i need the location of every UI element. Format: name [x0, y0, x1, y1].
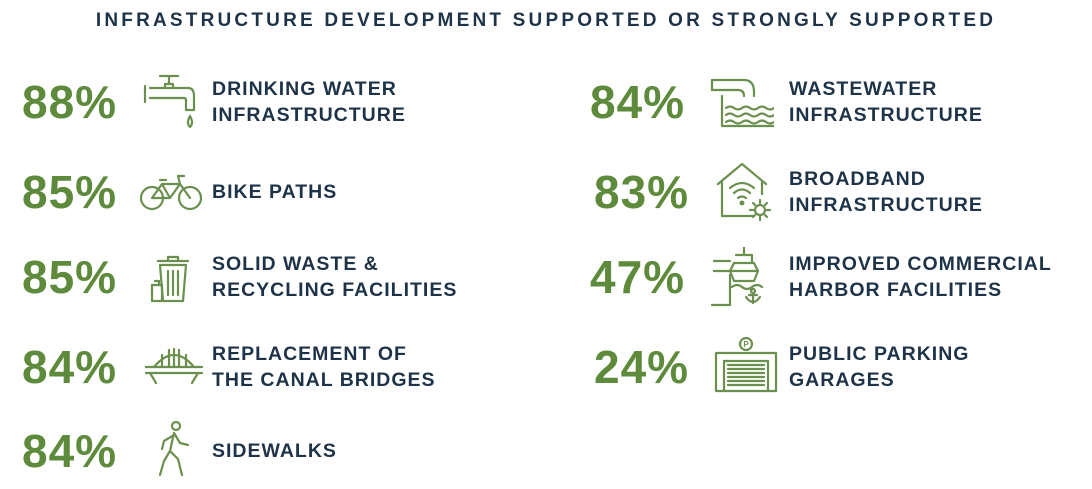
trash-can-icon: [138, 247, 202, 307]
stat-label: REPLACEMENT OF THE CANAL BRIDGES: [212, 343, 436, 391]
stat-value: 85%: [22, 166, 118, 218]
harbor-ship-icon: [710, 247, 774, 307]
parking-garage-icon: P: [714, 337, 778, 397]
stat-item-bike-paths: 85% BIKE PATHS: [22, 162, 482, 222]
stat-label: BIKE PATHS: [212, 181, 338, 203]
bicycle-icon: [138, 162, 202, 222]
stat-label: DRINKING WATER INFRASTRUCTURE: [212, 78, 406, 126]
stat-label: WASTEWATER INFRASTRUCTURE: [789, 78, 983, 126]
svg-text:P: P: [743, 340, 749, 349]
stat-label: SIDEWALKS: [212, 440, 337, 462]
wastewater-pipe-icon: [710, 72, 774, 132]
stat-value: 88%: [22, 76, 118, 128]
stat-value: 24%: [594, 341, 690, 393]
stat-item-parking: 24% P PUBLIC PARKING GARAGES: [594, 337, 1080, 397]
stat-item-drinking-water: 88% DRINKING WATER INFRASTRUCTURE: [22, 72, 482, 132]
bridge-icon: [142, 337, 206, 397]
stat-value: 83%: [594, 166, 690, 218]
stat-value: 85%: [22, 251, 118, 303]
stat-item-harbor: 47% IMPROVED COMMERCIAL HARBOR FACILITIE…: [590, 247, 1080, 307]
stat-label: BROADBAND INFRASTRUCTURE: [789, 168, 983, 216]
chart-title: INFRASTRUCTURE DEVELOPMENT SUPPORTED OR …: [95, 10, 997, 31]
water-faucet-icon: [142, 72, 206, 132]
stat-value: 84%: [590, 76, 686, 128]
stat-value: 84%: [22, 341, 118, 393]
stat-label: PUBLIC PARKING GARAGES: [789, 343, 970, 391]
stat-label: IMPROVED COMMERCIAL HARBOR FACILITIES: [789, 253, 1052, 301]
stat-item-wastewater: 84% WASTEWATER INFRASTRUCTURE: [590, 72, 1080, 132]
stat-item-solid-waste: 85% SOLID WASTE & RECYCLING FACILITIES: [22, 247, 482, 307]
stat-item-canal-bridges: 84% REPLACEMENT OF THE CANAL BRIDGES: [22, 337, 482, 397]
stat-value: 84%: [22, 425, 118, 477]
stat-item-broadband: 83% BROADBAND INFRASTRUCTURE: [594, 162, 1080, 222]
stat-item-sidewalks: 84% SIDEWALKS: [22, 421, 482, 481]
stat-label: SOLID WASTE & RECYCLING FACILITIES: [212, 253, 458, 301]
pedestrian-icon: [144, 421, 208, 481]
stat-value: 47%: [590, 251, 686, 303]
broadband-house-icon: [714, 162, 778, 222]
